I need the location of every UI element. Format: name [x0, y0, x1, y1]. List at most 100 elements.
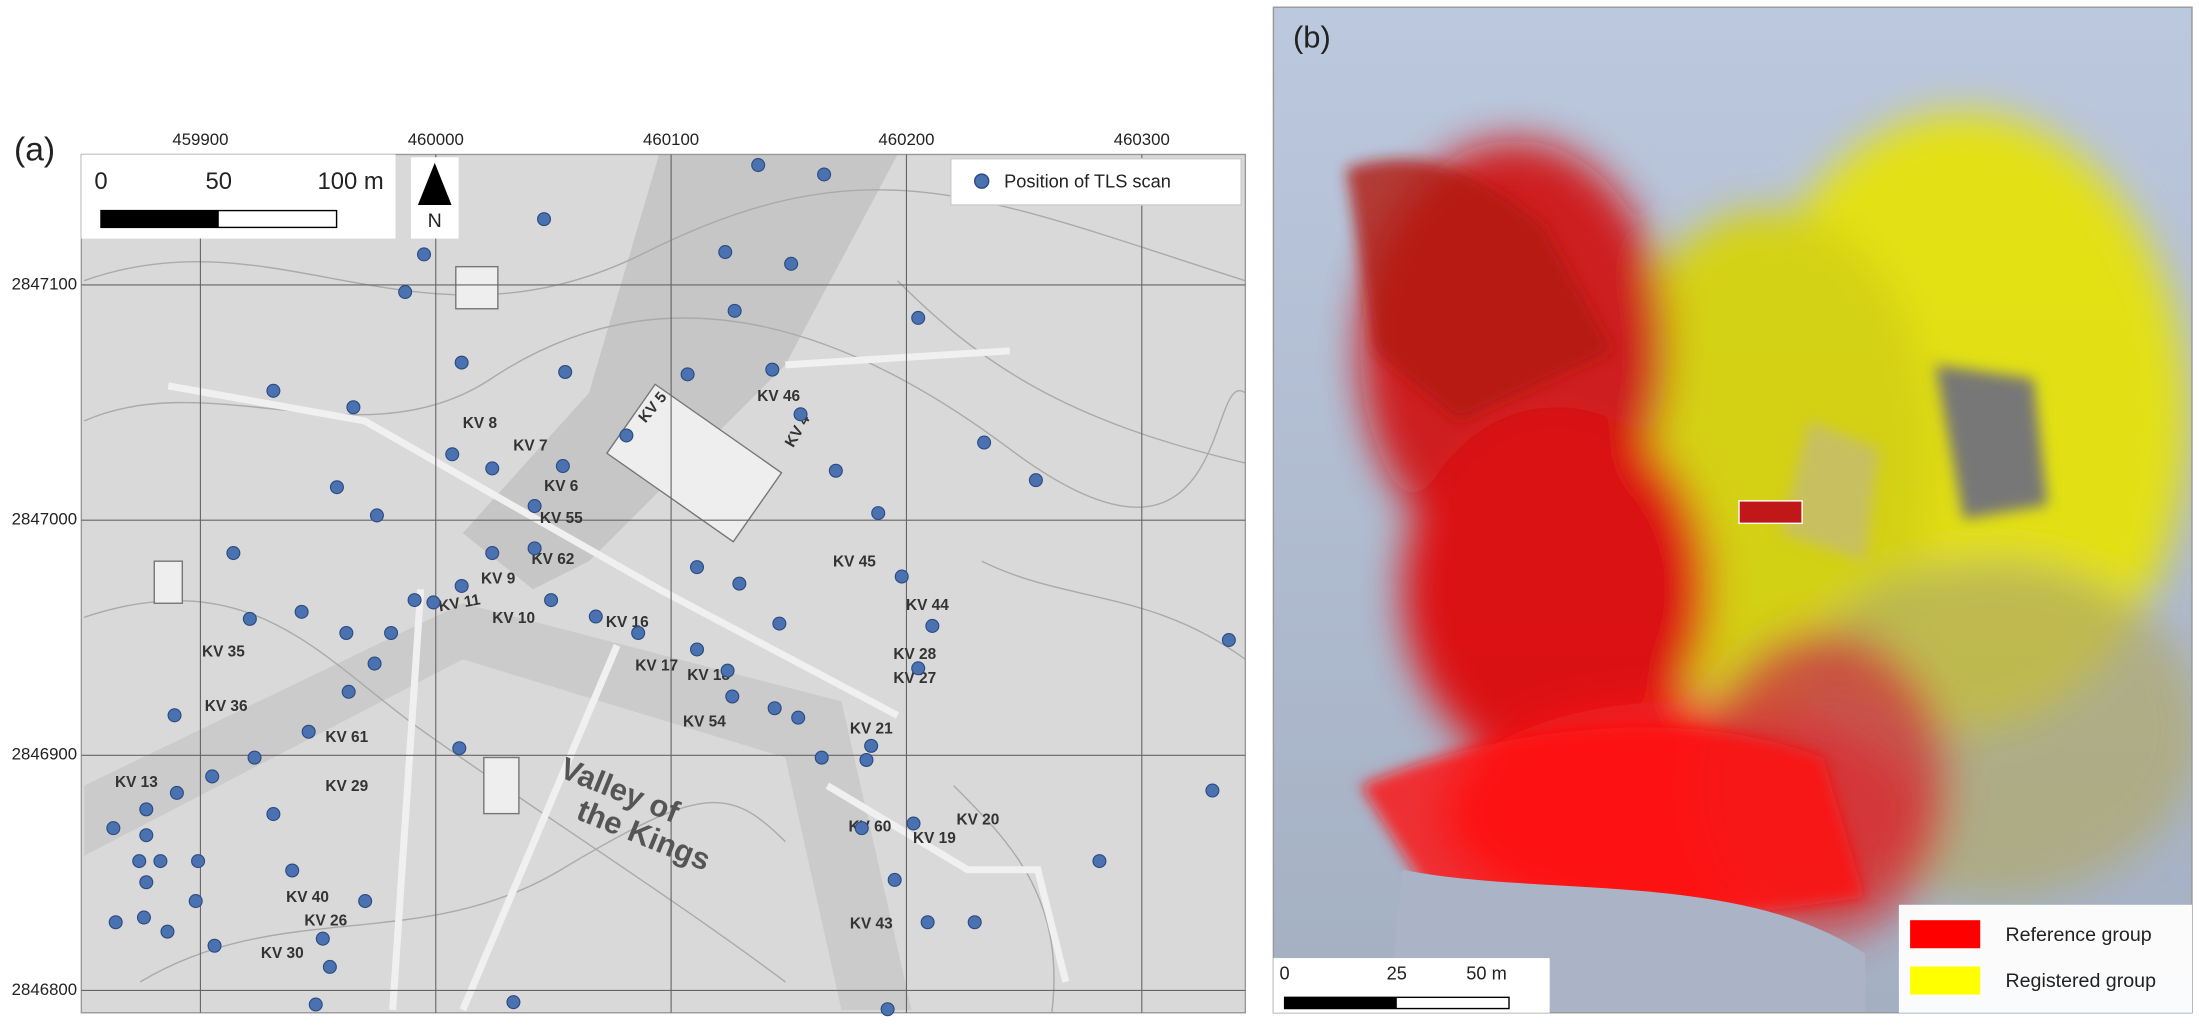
scan-point [558, 364, 573, 380]
point-cloud [1273, 7, 2192, 1013]
scan-point [732, 576, 747, 591]
map-label: KV 43 [850, 915, 893, 932]
scan-point [315, 931, 330, 946]
x-tick-label: 460300 [1114, 130, 1170, 149]
scan-point [226, 546, 241, 561]
map-label: KV 46 [757, 388, 800, 405]
map-label: KV 19 [913, 830, 956, 847]
scan-point [793, 407, 808, 422]
map-label: KV 6 [544, 478, 579, 495]
map-label: KV 8 [463, 415, 498, 432]
scale-label: 0 [94, 168, 107, 195]
scan-point [136, 910, 151, 925]
scan-point [814, 750, 829, 765]
scan-point [426, 595, 441, 610]
scan-point [871, 506, 886, 521]
scan-point [485, 546, 500, 561]
map-label: KV 35 [202, 643, 245, 660]
scan-point [341, 684, 356, 699]
map-background [81, 154, 1246, 1013]
legend-swatch [1910, 966, 1981, 995]
panel-label: (b) [1293, 20, 1331, 55]
scan-point [454, 578, 469, 593]
scan-point [339, 625, 354, 641]
scale-label: 50 [206, 168, 233, 195]
scan-point [527, 541, 542, 556]
map-label: KV 54 [683, 714, 726, 731]
map-label: KV 17 [635, 657, 678, 674]
scan-point [139, 802, 154, 817]
scan-point [108, 915, 123, 930]
map-label: KV 28 [893, 646, 936, 663]
x-tick-label: 460200 [878, 130, 934, 149]
scan-point [1028, 473, 1043, 488]
scan-point [767, 701, 782, 716]
map-label: KV 13 [115, 774, 158, 791]
map-label: KV 30 [261, 945, 304, 962]
scan-point [925, 618, 940, 633]
scan-point [369, 508, 384, 523]
scan-point [169, 785, 184, 800]
legend-label: Reference group [2005, 924, 2151, 946]
scan-point [398, 285, 413, 300]
north-arrow [417, 162, 452, 205]
scan-point [537, 212, 552, 227]
scan-point [680, 367, 695, 382]
scan-point [106, 821, 121, 836]
map-label: KV 7 [513, 437, 547, 454]
scan-point [445, 447, 460, 462]
scale-bar-fill [100, 210, 219, 228]
scan-point [139, 828, 154, 843]
legend-label: Position of TLS scan [1004, 170, 1171, 191]
scan-point [452, 741, 467, 756]
scan-point [906, 816, 921, 831]
scan-point [132, 854, 147, 869]
scan-point [506, 995, 521, 1010]
scan-point [854, 821, 869, 836]
y-tick-label: 2847000 [12, 510, 77, 529]
scan-point [619, 428, 634, 443]
map-label: KV 20 [956, 812, 999, 829]
scan-point [817, 167, 832, 182]
map-label: KV 26 [304, 913, 347, 930]
y-tick-label: 2847100 [12, 274, 77, 293]
scan-point [727, 303, 742, 318]
scan-point [322, 959, 337, 974]
scan-point [242, 611, 257, 626]
scan-point [301, 724, 316, 739]
scan-point [329, 480, 344, 495]
scan-point [1221, 633, 1236, 648]
map-label: KV 10 [492, 610, 535, 627]
scan-point [205, 769, 220, 784]
scan-point [864, 738, 879, 753]
scan-point [346, 400, 361, 415]
legend-box [950, 157, 1242, 206]
scan-point [784, 256, 799, 271]
y-tick-label: 2846800 [12, 980, 77, 999]
scan-point [588, 609, 603, 624]
scale-label: 25 [1387, 963, 1407, 984]
x-tick-label: 460000 [408, 130, 464, 149]
y-tick-label: 2846900 [12, 745, 77, 764]
scan-point [718, 245, 733, 260]
scan-point [689, 560, 705, 575]
scan-point [247, 750, 262, 765]
scan-point [308, 997, 323, 1012]
map-label: KV 29 [325, 778, 368, 795]
scale-label: 0 [1280, 963, 1290, 984]
scan-point [454, 355, 469, 370]
north-label: N [428, 210, 442, 232]
scan-point [188, 894, 203, 909]
map-frame [80, 153, 1247, 1014]
scan-point [859, 752, 874, 767]
map-label: KV 27 [893, 670, 936, 687]
scan-point [266, 807, 281, 822]
scan-point [527, 499, 542, 514]
scan-point [689, 642, 705, 657]
scan-point [139, 875, 154, 890]
scan-point [1092, 854, 1107, 869]
map-label: KV 21 [850, 721, 893, 738]
legend-label: Registered group [2005, 970, 2156, 992]
map-label: KV 44 [906, 597, 949, 614]
